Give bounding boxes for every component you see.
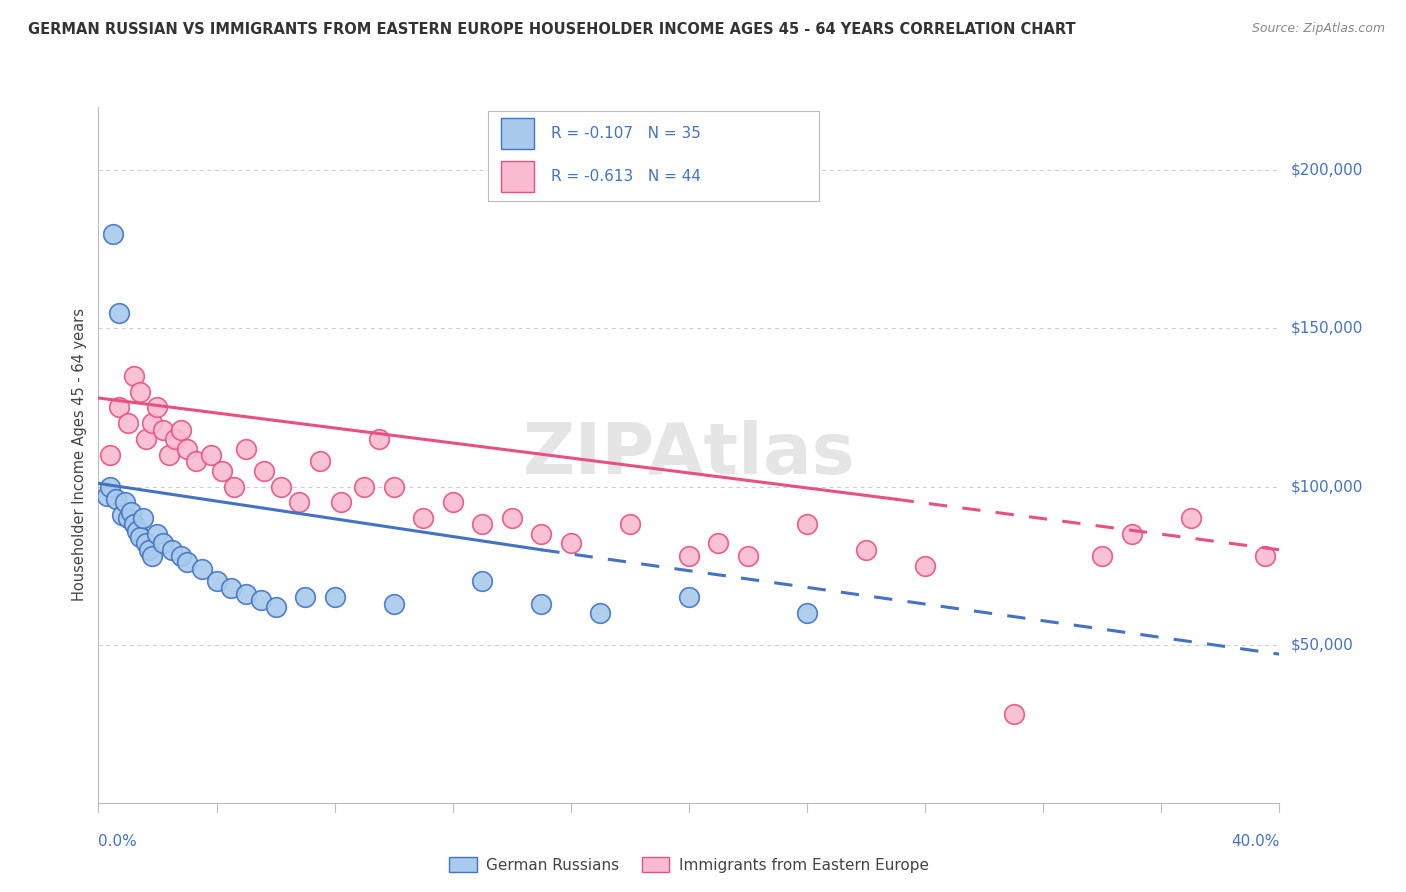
Point <box>589 606 612 620</box>
Point <box>135 536 157 550</box>
Text: 40.0%: 40.0% <box>1232 834 1279 849</box>
Point <box>103 227 125 241</box>
Point <box>471 517 494 532</box>
Point <box>211 464 233 478</box>
Point <box>471 574 494 589</box>
Point <box>619 517 641 532</box>
Point <box>250 593 273 607</box>
Point <box>235 587 257 601</box>
Point <box>323 591 346 605</box>
Point <box>162 542 183 557</box>
Point <box>141 549 163 563</box>
Point <box>530 527 553 541</box>
Point <box>152 536 174 550</box>
Text: ZIPAtlas: ZIPAtlas <box>523 420 855 490</box>
Point <box>200 448 222 462</box>
Point <box>707 536 730 550</box>
Text: Source: ZipAtlas.com: Source: ZipAtlas.com <box>1251 22 1385 36</box>
Point <box>737 549 759 563</box>
Point <box>184 454 207 468</box>
Point <box>270 479 292 493</box>
Point <box>98 448 121 462</box>
Point <box>329 495 352 509</box>
Point <box>1121 527 1143 541</box>
Text: $50,000: $50,000 <box>1291 637 1354 652</box>
Point <box>235 442 257 456</box>
Point <box>264 599 287 614</box>
Point <box>105 492 128 507</box>
Point <box>152 423 174 437</box>
Point <box>353 479 375 493</box>
Text: GERMAN RUSSIAN VS IMMIGRANTS FROM EASTERN EUROPE HOUSEHOLDER INCOME AGES 45 - 64: GERMAN RUSSIAN VS IMMIGRANTS FROM EASTER… <box>28 22 1076 37</box>
Point <box>128 384 150 399</box>
Point <box>128 530 150 544</box>
Point <box>914 558 936 573</box>
Point <box>288 495 311 509</box>
Point <box>122 517 145 532</box>
Point <box>441 495 464 509</box>
Point <box>117 417 139 431</box>
Point <box>1254 549 1277 563</box>
Point <box>678 549 700 563</box>
Point <box>120 505 142 519</box>
Text: $150,000: $150,000 <box>1291 321 1362 336</box>
Point <box>796 606 818 620</box>
Point <box>170 423 193 437</box>
Point <box>1180 511 1202 525</box>
Point <box>122 368 145 383</box>
Point <box>205 574 228 589</box>
Point <box>117 511 139 525</box>
Point <box>253 464 276 478</box>
Point <box>98 479 121 493</box>
Point <box>796 517 818 532</box>
Point <box>368 432 391 446</box>
Point <box>412 511 434 525</box>
Point <box>1091 549 1114 563</box>
Point <box>141 417 163 431</box>
Point <box>309 454 332 468</box>
Point <box>382 597 405 611</box>
Point <box>855 542 877 557</box>
Point <box>108 401 131 415</box>
Point <box>170 549 193 563</box>
Point <box>560 536 582 550</box>
Point <box>125 524 148 538</box>
Point <box>146 401 169 415</box>
Point <box>146 527 169 541</box>
Legend: German Russians, Immigrants from Eastern Europe: German Russians, Immigrants from Eastern… <box>443 850 935 879</box>
Point <box>224 479 246 493</box>
Point <box>165 432 187 446</box>
Point <box>96 489 118 503</box>
Text: $200,000: $200,000 <box>1291 163 1362 178</box>
Point <box>678 591 700 605</box>
Text: $100,000: $100,000 <box>1291 479 1362 494</box>
Point <box>176 442 198 456</box>
Point <box>135 432 157 446</box>
Point <box>191 562 214 576</box>
Point <box>132 511 155 525</box>
Point <box>157 448 180 462</box>
Point <box>501 511 523 525</box>
Point <box>138 542 160 557</box>
Y-axis label: Householder Income Ages 45 - 64 years: Householder Income Ages 45 - 64 years <box>72 309 87 601</box>
Point <box>1002 707 1025 722</box>
Point <box>294 591 316 605</box>
Point <box>382 479 405 493</box>
Point <box>530 597 553 611</box>
Point <box>111 508 134 522</box>
Point <box>176 556 198 570</box>
Text: 0.0%: 0.0% <box>98 834 138 849</box>
Point <box>108 305 131 319</box>
Point <box>219 581 242 595</box>
Point <box>114 495 136 509</box>
